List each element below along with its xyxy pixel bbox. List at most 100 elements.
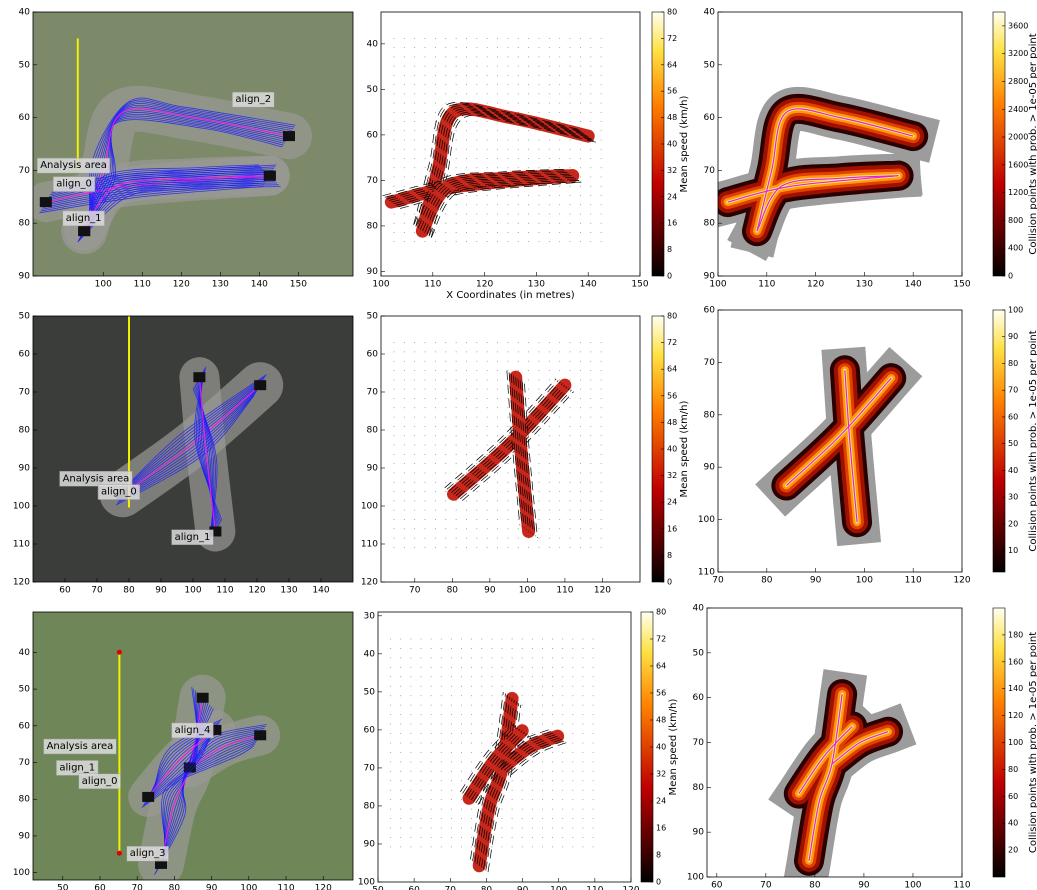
grid-dot [487, 56, 488, 57]
grid-dot [487, 417, 488, 418]
x-tick-label: 110 [586, 886, 603, 890]
grid-dot [559, 370, 560, 371]
grid-dot [456, 500, 457, 501]
grid-dot [549, 510, 550, 511]
x-tick-label: 90 [517, 886, 529, 890]
grid-dot [582, 818, 583, 819]
plot-area [718, 310, 962, 572]
grid-dot [487, 538, 488, 539]
grid-dot [476, 417, 477, 418]
colorbar-tick-label: 72 [656, 635, 666, 644]
grid-dot [390, 828, 391, 829]
y-tick-label: 100 [698, 515, 715, 525]
grid-dot [507, 510, 508, 511]
grid-dot [441, 828, 442, 829]
grid-dot [414, 454, 415, 455]
grid-dot [518, 75, 519, 76]
colorbar-tick-label: 56 [656, 689, 666, 698]
grid-dot [549, 232, 550, 233]
grid-dot [466, 351, 467, 352]
grid-dot [522, 790, 523, 791]
grid-dot [532, 818, 533, 819]
grid-dot [538, 213, 539, 214]
grid-dot [580, 186, 581, 187]
grid-dot [532, 771, 533, 772]
grid-dot [393, 75, 394, 76]
grid-dot [601, 379, 602, 380]
grid-dot [593, 837, 594, 838]
grid-dot [421, 639, 422, 640]
grid-dot [590, 121, 591, 122]
grid-dot [404, 407, 405, 408]
grid-dot [522, 639, 523, 640]
grid-dot [466, 426, 467, 427]
grid-dot [549, 454, 550, 455]
grid-dot [466, 195, 467, 196]
grid-dot [532, 724, 533, 725]
grid-dot [461, 780, 462, 781]
grid-dot [431, 837, 432, 838]
alignment-end [254, 380, 266, 390]
grid-dot [425, 528, 426, 529]
grid-dot [421, 648, 422, 649]
grid-dot [522, 828, 523, 829]
colorbar-tick-label: 400 [1008, 244, 1023, 253]
grid-dot [570, 84, 571, 85]
grid-dot [404, 56, 405, 57]
grid-dot [580, 213, 581, 214]
y-tick-label: 70 [19, 388, 31, 398]
grid-dot [501, 686, 502, 687]
colorbar-tick-label: 80 [667, 312, 677, 321]
grid-dot [552, 724, 553, 725]
grid-dot [461, 676, 462, 677]
grid-dot [400, 686, 401, 687]
grid-dot [528, 38, 529, 39]
grid-dot [410, 799, 411, 800]
grid-dot [461, 837, 462, 838]
grid-dot [549, 519, 550, 520]
grid-dot [456, 38, 457, 39]
grid-dot [507, 435, 508, 436]
grid-dot [414, 93, 415, 94]
y-tick-label: 90 [367, 267, 379, 277]
colorbar-tick-label: 10 [1008, 546, 1018, 555]
grid-dot [445, 547, 446, 548]
grid-dot [538, 195, 539, 196]
grid-dot [441, 639, 442, 640]
grid-dot [580, 204, 581, 205]
grid-dot [601, 538, 602, 539]
grid-dot [507, 482, 508, 483]
grid-dot [400, 733, 401, 734]
colorbar-tick-label: 0 [656, 878, 661, 887]
colorbar-tick-label: 100 [1008, 306, 1023, 315]
grid-dot [559, 204, 560, 205]
grid-dot [487, 398, 488, 399]
grid-dot [400, 809, 401, 810]
grid-dot [393, 158, 394, 159]
grid-dot [552, 676, 553, 677]
grid-dot [542, 818, 543, 819]
grid-dot [421, 657, 422, 658]
y-tick-label: 100 [687, 873, 704, 883]
colorbar-tick-label: 24 [656, 797, 666, 806]
grid-dot [580, 167, 581, 168]
grid-dot [582, 639, 583, 640]
grid-dot [590, 454, 591, 455]
grid-dot [572, 828, 573, 829]
x-axis-label: X Coordinates (in metres) [446, 290, 575, 301]
grid-dot [431, 724, 432, 725]
grid-dot [507, 232, 508, 233]
grid-dot [414, 547, 415, 548]
annotation: align_4 [175, 725, 211, 736]
grid-dot [528, 93, 529, 94]
grid-dot [393, 56, 394, 57]
grid-dot [497, 407, 498, 408]
grid-dot [451, 752, 452, 753]
grid-dot [562, 837, 563, 838]
grid-dot [491, 705, 492, 706]
grid-dot [497, 510, 498, 511]
grid-dot [570, 538, 571, 539]
grid-dot [507, 500, 508, 501]
grid-dot [393, 47, 394, 48]
grid-dot [593, 639, 594, 640]
